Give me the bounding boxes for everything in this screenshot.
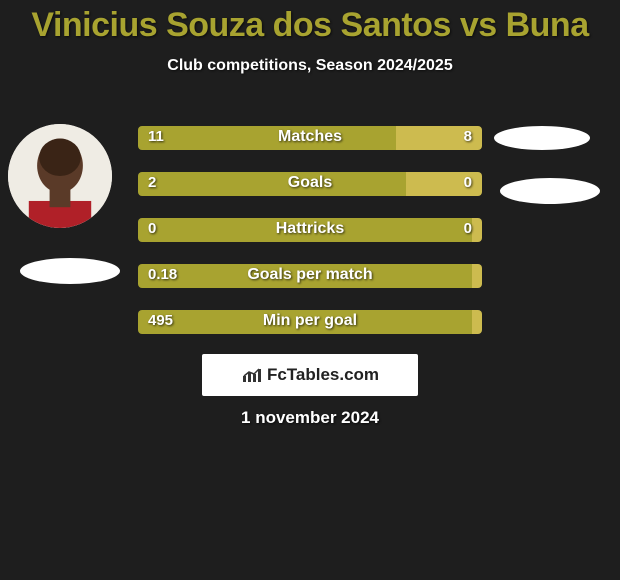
page-title: Vinicius Souza dos Santos vs Buna (0, 0, 620, 45)
chart-icon (241, 366, 263, 384)
stat-row-goals: 2 Goals 0 (138, 172, 482, 196)
brand-box: FcTables.com (202, 354, 418, 396)
stat-label: Hattricks (138, 220, 482, 238)
stat-label: Goals (138, 174, 482, 192)
player-right-badge-1 (494, 126, 590, 150)
player-left-avatar (8, 124, 112, 228)
brand-text: FcTables.com (267, 365, 379, 385)
stat-row-mpg: 495 Min per goal (138, 310, 482, 334)
stat-row-matches: 11 Matches 8 (138, 126, 482, 150)
player-right-badge-2 (500, 178, 600, 204)
player-left-badge (20, 258, 120, 284)
date-label: 1 november 2024 (0, 408, 620, 428)
stat-label: Min per goal (138, 312, 482, 330)
stat-value-right: 8 (464, 128, 472, 145)
stats-bars: 11 Matches 8 2 Goals 0 0 Hattricks 0 0.1… (138, 126, 482, 356)
stat-value-right: 0 (464, 220, 472, 237)
stat-row-hattricks: 0 Hattricks 0 (138, 218, 482, 242)
stat-value-right: 0 (464, 174, 472, 191)
subtitle: Club competitions, Season 2024/2025 (0, 57, 620, 75)
stat-label: Matches (138, 128, 482, 146)
stat-row-gpm: 0.18 Goals per match (138, 264, 482, 288)
stat-label: Goals per match (138, 266, 482, 284)
